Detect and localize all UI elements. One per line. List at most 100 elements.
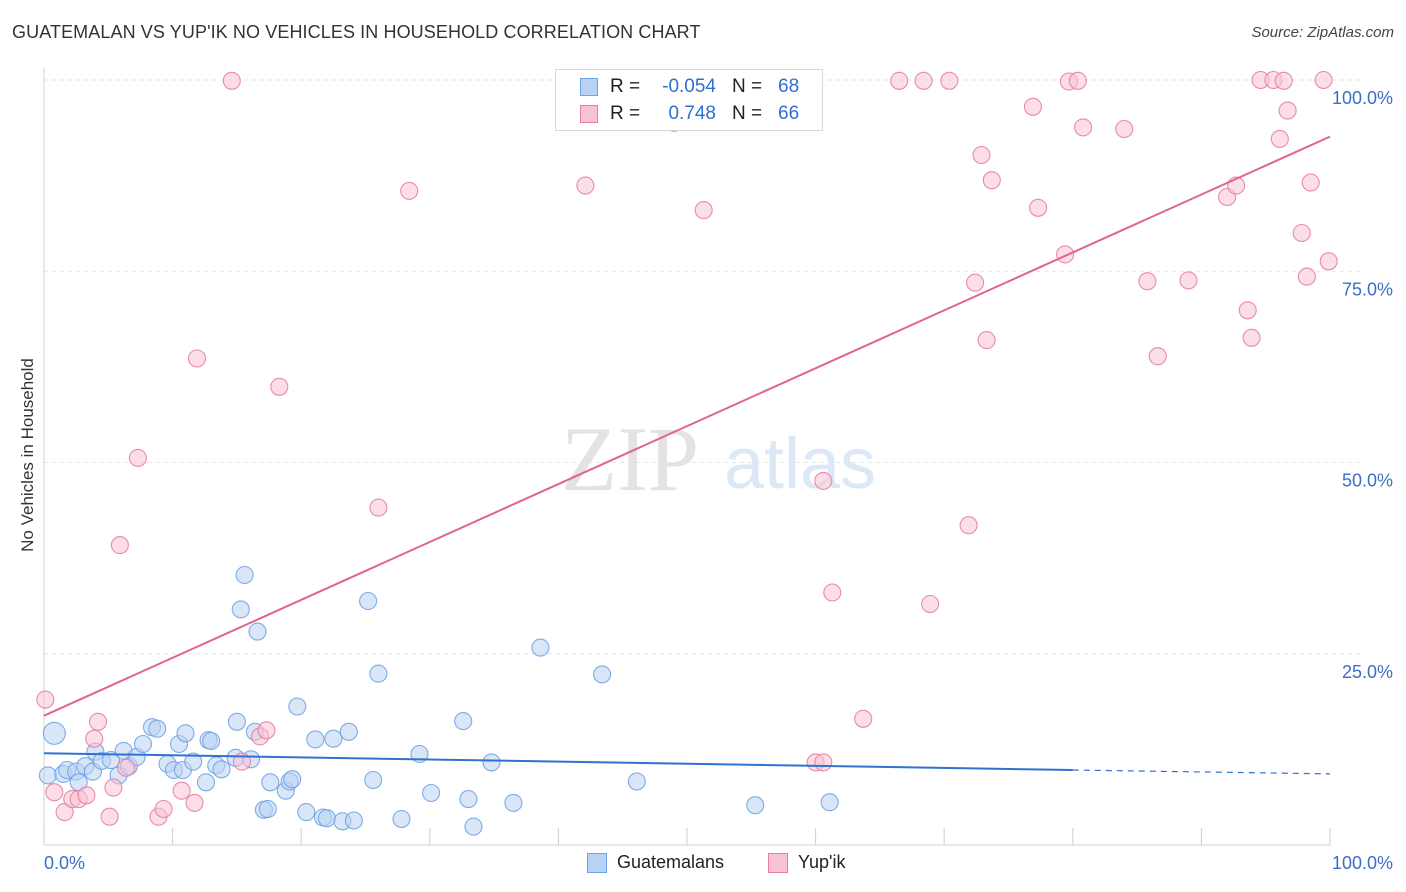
yupik-point [1179, 271, 1198, 290]
yupik-point [1270, 129, 1289, 148]
yupik-point [154, 799, 173, 819]
yupik-point [36, 690, 55, 709]
guatemalan-point [359, 591, 378, 611]
guatemalan-point [196, 773, 216, 792]
guatemalan-point [593, 665, 612, 684]
yupik-point [814, 471, 833, 490]
guatemalan-point [297, 803, 316, 822]
grid-lines [44, 79, 1360, 655]
guatemalan-point [261, 773, 280, 792]
guatemalan-point [258, 799, 277, 819]
legend-n-label: N = [732, 103, 763, 124]
guatemalan-point [38, 766, 57, 785]
guatemalans-points [38, 565, 839, 836]
guatemalan-point [42, 721, 66, 745]
yupik-point [1115, 119, 1134, 139]
guatemalan-point [344, 811, 363, 830]
y-tick-label: 100.0% [1332, 88, 1393, 108]
guatemalan-point [202, 731, 221, 751]
series-legend-yupik[interactable]: Yup'ik [768, 852, 845, 873]
guatemalan-trend-extension [1072, 769, 1331, 775]
yupik-point [814, 753, 833, 772]
legend-swatch-pink [768, 852, 788, 873]
yupik-point [1056, 245, 1075, 264]
legend-r-value: 0.748 [668, 103, 716, 124]
yupik-point [940, 71, 959, 90]
yupik-point [972, 145, 991, 165]
yupik-point [1138, 272, 1157, 291]
legend-n-value: 68 [778, 76, 800, 97]
guatemalan-point [306, 730, 325, 749]
legend-row-guatemalans: R = -0.054 N = 68 [580, 74, 799, 100]
y-tick-label: 25.0% [1342, 662, 1393, 682]
yupik-point [977, 331, 996, 350]
yupik-point [1319, 252, 1338, 271]
watermark-atlas: atlas [724, 424, 876, 504]
chart-title: GUATEMALAN VS YUP'IK NO VEHICLES IN HOUS… [12, 22, 701, 42]
yupik-point [694, 201, 713, 220]
yupik-point [187, 349, 207, 368]
guatemalan-point [184, 752, 203, 771]
legend-r-label: R = [610, 76, 641, 97]
guatemalan-point [176, 724, 195, 743]
guatemalan-point [531, 638, 550, 657]
legend-swatch-blue [587, 852, 607, 873]
yupik-point [1074, 118, 1093, 137]
yupik-point [117, 758, 136, 777]
guatemalan-trend-line [43, 752, 1073, 772]
yupik-point [966, 273, 985, 292]
watermark: ZIP atlas [561, 408, 876, 510]
guatemalan-point [283, 770, 302, 789]
guatemalan-point [288, 697, 307, 716]
yupik-point [1292, 223, 1311, 243]
legend-n-value: 66 [778, 103, 800, 124]
guatemalan-point [148, 719, 167, 738]
yupik-point [45, 783, 64, 802]
yupik-point [270, 377, 289, 396]
yupik-point [1301, 173, 1320, 192]
yupik-point [854, 709, 873, 728]
yupik-point [77, 786, 96, 805]
yupik-point [85, 729, 104, 748]
yupik-point [1242, 328, 1261, 347]
yupik-point [921, 594, 940, 614]
guatemalan-point [410, 744, 429, 764]
yupik-point [88, 712, 108, 731]
legend-swatch-pink [580, 105, 598, 123]
correlation-legend: R = -0.054 N = 68 R = 0.748 N = 66 [555, 69, 823, 131]
guatemalan-point [248, 622, 267, 641]
guatemalan-point [317, 809, 336, 828]
yupik-point [222, 71, 241, 90]
guatemalan-point [369, 664, 388, 683]
guatemalan-point [231, 600, 250, 619]
legend-row-yupik: R = 0.748 N = 66 [580, 101, 799, 127]
guatemalan-point [101, 751, 120, 770]
yupik-point [185, 793, 204, 812]
yupik-trend-line [43, 135, 1331, 717]
yupik-point [100, 807, 119, 826]
yupik-point [914, 71, 933, 90]
yupik-point [172, 781, 191, 800]
legend-label-guatemalans: Guatemalans [617, 852, 725, 872]
guatemalan-point [364, 770, 383, 790]
watermark-zip: ZIP [561, 408, 699, 510]
yupik-point [257, 721, 276, 740]
legend-r-label: R = [610, 103, 641, 124]
guatemalan-point [324, 729, 343, 748]
yupik-point [369, 498, 388, 517]
guatemalan-point [227, 712, 246, 731]
x-tick-label: 100.0% [1332, 853, 1393, 873]
series-legend-guatemalans[interactable]: Guatemalans [587, 852, 724, 873]
guatemalan-point [627, 772, 646, 791]
guatemalan-point [464, 817, 483, 836]
y-tick-label: 75.0% [1342, 279, 1393, 299]
yupik-point [576, 176, 595, 195]
y-tick-label: 50.0% [1342, 471, 1393, 491]
guatemalan-point [422, 783, 441, 803]
legend-r-value: -0.054 [662, 76, 716, 97]
guatemalan-point [746, 796, 765, 815]
guatemalan-point [482, 753, 501, 772]
yupik-points [36, 70, 1338, 826]
guatemalan-point [133, 734, 153, 754]
